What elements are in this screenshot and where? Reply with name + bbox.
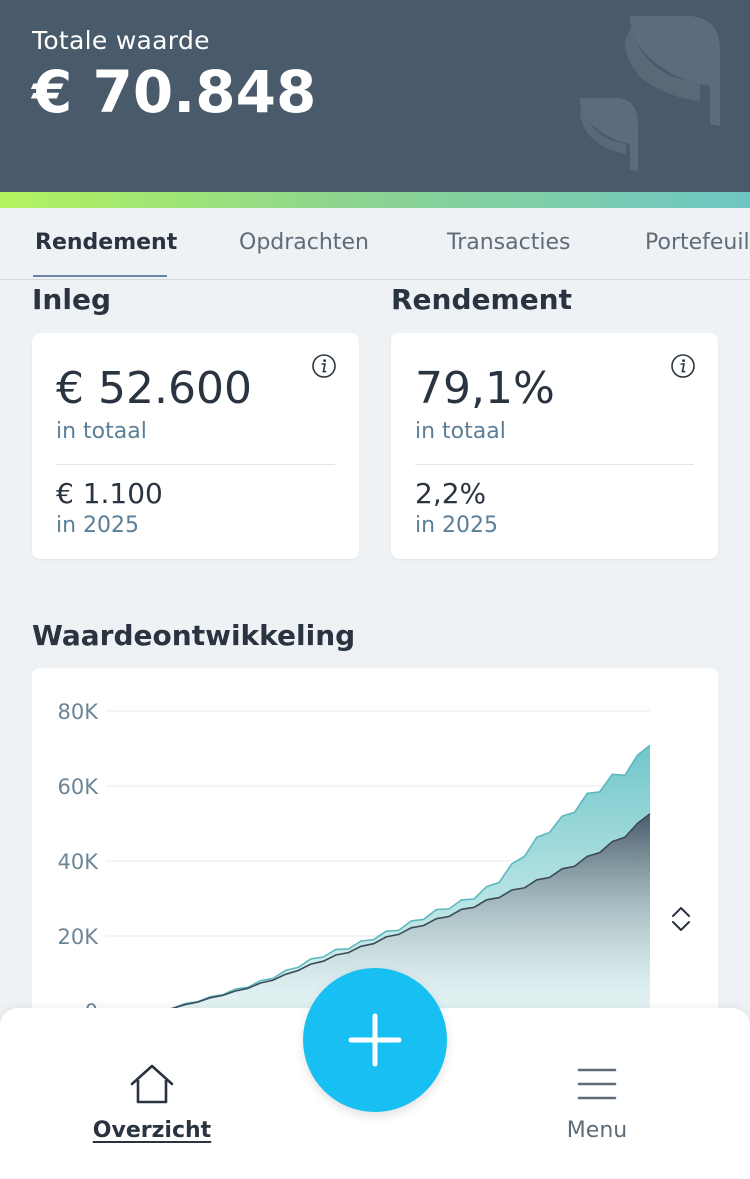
y-tick-label: 40K [58, 850, 100, 874]
inleg-card: € 52.600 in totaal € 1.100 in 2025 [32, 333, 359, 559]
y-tick-label: 60K [58, 775, 100, 799]
brand-logo-icon [580, 16, 720, 171]
inleg-year-label: in 2025 [56, 513, 140, 538]
rendement-year-label: in 2025 [415, 513, 499, 538]
tab-opdrachten[interactable]: Opdrachten [239, 230, 369, 255]
home-icon [130, 1064, 174, 1104]
divider [415, 464, 694, 465]
inleg-title: Inleg [32, 283, 111, 316]
rendement-year-value: 2,2% [415, 477, 487, 510]
series-area-inleg [160, 813, 650, 1011]
rendement-total-label: in totaal [415, 419, 506, 444]
header: Totale waarde € 70.848 [0, 0, 750, 192]
active-tab-indicator [33, 275, 167, 277]
nav-menu[interactable]: Menu [497, 1008, 697, 1179]
inleg-year-value: € 1.100 [56, 477, 163, 510]
y-tick-label: 20K [58, 925, 100, 949]
chart-title: Waardeontwikkeling [32, 619, 356, 652]
nav-overzicht[interactable]: Overzicht [52, 1008, 252, 1179]
rendement-title: Rendement [391, 283, 573, 316]
tab-transacties[interactable]: Transacties [447, 230, 571, 255]
add-button[interactable] [303, 968, 447, 1112]
plus-icon [348, 1013, 402, 1067]
accent-gradient-bar [0, 192, 750, 208]
chevron-up-down-icon[interactable] [668, 904, 694, 934]
rendement-total-value: 79,1% [415, 363, 555, 414]
total-value-label: Totale waarde [32, 26, 210, 55]
tab-portefeuille[interactable]: Portefeuille [645, 230, 750, 255]
series-line-value [159, 744, 651, 1012]
inleg-total-value: € 52.600 [56, 363, 252, 414]
info-icon[interactable] [670, 353, 696, 379]
info-icon[interactable] [311, 353, 337, 379]
total-value: € 70.848 [32, 58, 317, 126]
nav-overzicht-label: Overzicht [92, 1118, 212, 1143]
nav-menu-label: Menu [566, 1118, 628, 1143]
tab-rendement[interactable]: Rendement [35, 230, 178, 255]
inleg-total-label: in totaal [56, 419, 147, 444]
hamburger-icon [577, 1068, 617, 1100]
tab-bar: Rendement Opdrachten Transacties Portefe… [0, 208, 750, 280]
series-line-inleg [159, 813, 651, 1012]
divider [56, 464, 335, 465]
y-tick-label: 80K [58, 700, 100, 724]
rendement-card: 79,1% in totaal 2,2% in 2025 [391, 333, 718, 559]
